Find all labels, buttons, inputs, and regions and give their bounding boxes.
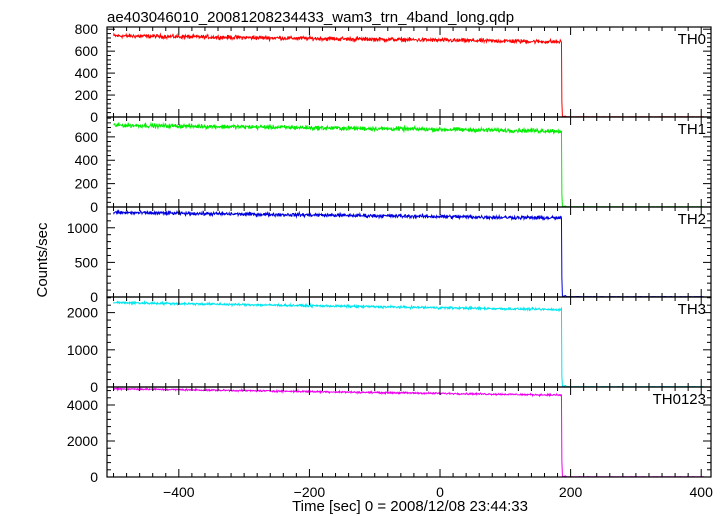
- panel-frame-th2: [106, 206, 712, 298]
- series-label-th3: TH3: [678, 301, 706, 318]
- series-line-th2: [113, 209, 704, 298]
- series-label-th1: TH1: [678, 121, 706, 138]
- y-tick-label: 2000: [67, 305, 98, 321]
- series-line-th0: [113, 32, 704, 118]
- chart-title: ae403046010_20081208234433_wam3_trn_4ban…: [107, 9, 514, 26]
- y-tick-label: 0: [90, 289, 98, 305]
- y-tick-label: 0: [90, 469, 98, 485]
- panels-group: 0 200 400 600 800 TH0 0 200 400 600 TH1 0 500 1000 TH2…: [67, 21, 713, 500]
- y-tick-label: 500: [75, 254, 99, 270]
- y-tick-label: 600: [75, 129, 99, 145]
- series-line-th3: [113, 299, 704, 388]
- y-tick-label: 0: [90, 109, 98, 125]
- y-tick-label: 600: [75, 43, 99, 59]
- y-axis-label: Counts/sec: [34, 222, 51, 298]
- series-label-th0123: TH0123: [653, 391, 706, 408]
- y-tick-label: 200: [75, 176, 99, 192]
- x-axis-label: Time [sec] 0 = 2008/12/08 23:44:33: [292, 498, 528, 515]
- panel-frame-th3: [106, 296, 712, 388]
- y-tick-label: 0: [90, 199, 98, 215]
- x-tick-label: 400: [690, 484, 714, 500]
- panel-frame-th0123: [106, 386, 712, 478]
- x-tick-label: −400: [163, 484, 195, 500]
- panel-frame-th1: [106, 116, 712, 208]
- series-line-th0123: [113, 387, 704, 478]
- y-tick-label: 400: [75, 65, 99, 81]
- y-tick-label: 1000: [67, 342, 98, 358]
- y-tick-label: 2000: [67, 433, 98, 449]
- x-tick-label: 0: [436, 484, 444, 500]
- y-tick-label: 4000: [67, 397, 98, 413]
- series-label-th0: TH0: [678, 31, 706, 48]
- y-tick-label: 800: [75, 21, 99, 37]
- y-tick-label: 400: [75, 152, 99, 168]
- y-tick-label: 0: [90, 379, 98, 395]
- y-tick-label: 1000: [67, 220, 98, 236]
- series-line-th1: [113, 121, 704, 208]
- x-tick-label: 200: [559, 484, 583, 500]
- y-tick-label: 200: [75, 87, 99, 103]
- x-tick-label: −200: [294, 484, 326, 500]
- series-label-th2: TH2: [678, 211, 706, 228]
